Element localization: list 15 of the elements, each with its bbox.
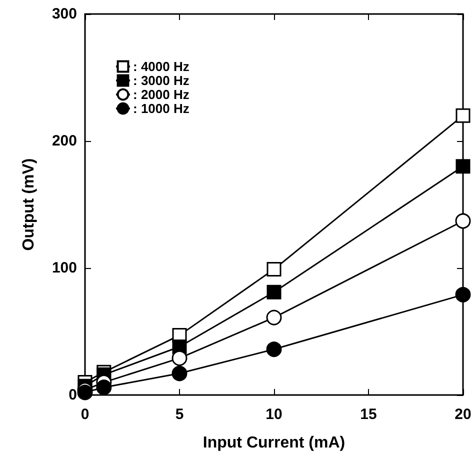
legend-label: : 2000 Hz	[133, 87, 190, 102]
y-tick-label: 200	[52, 132, 77, 150]
x-axis-title: Input Current (mA)	[202, 434, 346, 452]
x-tick-label: 5	[175, 406, 184, 423]
x-tick-label: 20	[454, 406, 472, 423]
y-tick-label: 100	[52, 260, 77, 276]
x-tick-label: 0	[80, 406, 90, 423]
legend-label: : 1000 Hz	[133, 101, 190, 116]
y-tick-label: 0	[68, 386, 77, 404]
legend-label: : 3000 Hz	[133, 73, 190, 88]
y-axis-title: Output (mV)	[20, 158, 38, 251]
x-tick-label: 10	[266, 406, 282, 423]
legend-label: : 4000 Hz	[133, 59, 190, 74]
y-tick-label: 300	[52, 6, 77, 22]
x-tick-label: 15	[360, 406, 377, 423]
